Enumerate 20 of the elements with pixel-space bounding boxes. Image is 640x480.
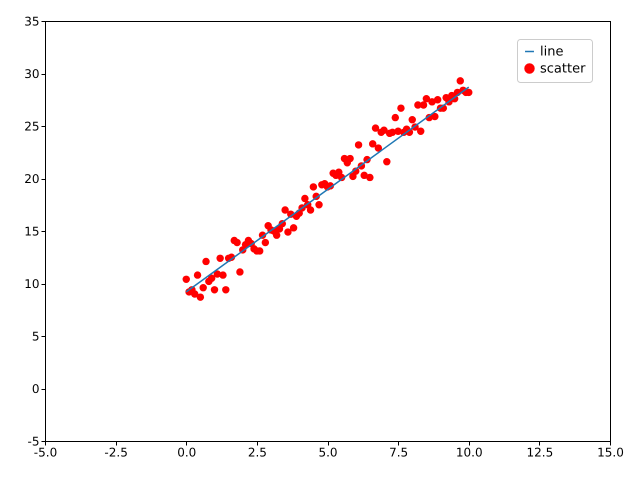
x-tick-label: 2.5	[248, 446, 267, 460]
y-tick-label: 25	[24, 120, 40, 134]
x-tick-label: 10.0	[456, 446, 483, 460]
x-tick-label: 7.5	[389, 446, 408, 460]
y-tick-label: 15	[24, 224, 40, 238]
x-tick-label: -5.0	[34, 446, 58, 460]
x-tick-label: 0.0	[177, 446, 196, 460]
y-tick-label: 5	[32, 330, 40, 344]
y-tick-label: -5	[28, 434, 40, 448]
x-tick-label: 5.0	[318, 446, 338, 460]
x-tick-label: 15.0	[597, 446, 624, 460]
y-tick-label: 35	[24, 14, 40, 28]
y-tick-label: 10	[24, 277, 40, 291]
y-tick-label: 30	[24, 67, 40, 81]
x-tick-label: -2.5	[104, 446, 128, 460]
legend-label: scatter	[540, 62, 586, 76]
legend-label: line	[540, 44, 564, 60]
x-tick-label: 12.5	[526, 446, 554, 460]
y-tick-label: 20	[24, 172, 40, 186]
y-tick-label: 0	[32, 382, 40, 396]
